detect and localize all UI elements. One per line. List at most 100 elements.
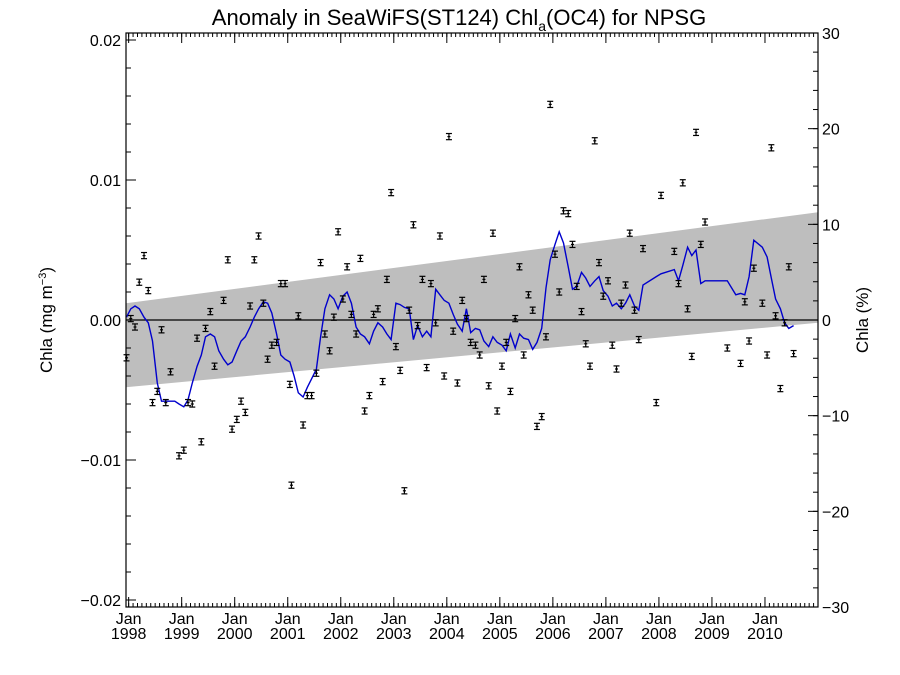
data-point [162, 398, 169, 407]
x-tick-label-month: Jan [381, 611, 407, 628]
y-tick-label-right: 20 [822, 122, 840, 139]
data-point [361, 407, 368, 415]
data-point [605, 277, 612, 285]
confidence-band [126, 212, 818, 388]
x-tick-label-year: 2004 [429, 626, 465, 643]
x-tick-label-month: Jan [540, 611, 566, 628]
data-point [189, 400, 196, 408]
data-point [635, 335, 642, 344]
x-tick-label-month: Jan [487, 611, 513, 628]
data-point [724, 344, 731, 352]
data-point [485, 382, 492, 390]
x-tick-label-month: Jan [169, 611, 195, 628]
data-point [321, 330, 328, 338]
data-point [697, 240, 704, 249]
x-tick-label-year: 2001 [270, 626, 306, 643]
data-point [194, 334, 201, 342]
data-point [582, 340, 589, 348]
data-point [467, 338, 474, 347]
data-point [785, 263, 792, 271]
data-point [288, 481, 295, 489]
data-point [741, 298, 748, 306]
data-point [247, 302, 254, 310]
axis-tick-labels: 0.020.010.00−0.01−0.023020100−10−20−30Ja… [81, 26, 850, 643]
data-point [317, 258, 324, 267]
data-point [489, 229, 496, 237]
data-point [613, 365, 620, 373]
y-tick-label-left: −0.01 [81, 453, 122, 470]
data-point [264, 355, 271, 363]
y-tick-label-right: 10 [822, 217, 840, 234]
y-tick-label-left: 0.02 [90, 33, 121, 50]
y-tick-label-left: 0.00 [90, 313, 121, 330]
x-tick-label-month: Jan [593, 611, 619, 628]
data-point [441, 372, 448, 380]
x-tick-label-month: Jan [328, 611, 354, 628]
x-tick-label-year: 2002 [323, 626, 359, 643]
data-point [547, 100, 554, 109]
data-point [520, 351, 527, 359]
data-point [233, 415, 240, 424]
data-point [675, 279, 682, 288]
data-point [154, 387, 161, 396]
data-point [357, 254, 364, 263]
data-point [326, 347, 333, 355]
data-point [374, 305, 381, 313]
data-point [494, 407, 501, 415]
data-point [476, 351, 483, 359]
data-points [123, 100, 797, 495]
data-point [344, 263, 351, 271]
data-point [224, 256, 231, 264]
x-tick-label-month: Jan [699, 611, 725, 628]
data-point [132, 323, 139, 331]
data-point [397, 366, 404, 375]
data-point [573, 282, 580, 291]
y-axis-label-right: Chla (%) [853, 287, 872, 353]
data-point [348, 310, 355, 319]
y-tick-label-right: 30 [822, 26, 840, 43]
data-point [410, 221, 417, 229]
data-point [423, 363, 430, 372]
data-point [560, 207, 567, 215]
data-point [353, 330, 360, 338]
data-point [631, 306, 638, 314]
y-tick-label-right: −30 [822, 600, 849, 617]
data-point [777, 384, 784, 393]
data-point [609, 341, 616, 349]
data-point [335, 228, 342, 236]
trend-band [126, 212, 818, 388]
y-tick-label-right: 0 [822, 313, 831, 330]
data-point [202, 324, 209, 333]
data-point [242, 408, 249, 417]
data-point [622, 281, 629, 289]
data-point [207, 307, 214, 316]
x-tick-label-month: Jan [646, 611, 672, 628]
data-point [658, 191, 665, 200]
data-point [538, 412, 545, 421]
data-point [688, 352, 695, 361]
data-point [392, 342, 399, 351]
data-point [255, 232, 262, 240]
data-point [286, 380, 293, 389]
x-tick-label-year: 2010 [747, 626, 783, 643]
data-point [436, 232, 443, 240]
data-point [525, 291, 532, 299]
data-point [427, 279, 434, 288]
data-point [533, 422, 540, 431]
data-point [746, 337, 753, 345]
data-point [229, 425, 236, 433]
x-tick-label-month: Jan [434, 611, 460, 628]
data-point [472, 341, 479, 349]
x-tick-label-year: 2005 [482, 626, 518, 643]
x-tick-label-month: Jan [275, 611, 301, 628]
data-point [145, 286, 152, 295]
data-point [308, 391, 315, 400]
data-point [414, 321, 421, 330]
data-point [693, 128, 700, 137]
x-tick-label-year: 2009 [694, 626, 730, 643]
x-tick-label-year: 2007 [588, 626, 624, 643]
data-point [454, 379, 461, 387]
data-point [498, 362, 505, 370]
data-point [251, 256, 258, 264]
data-point [640, 244, 647, 253]
